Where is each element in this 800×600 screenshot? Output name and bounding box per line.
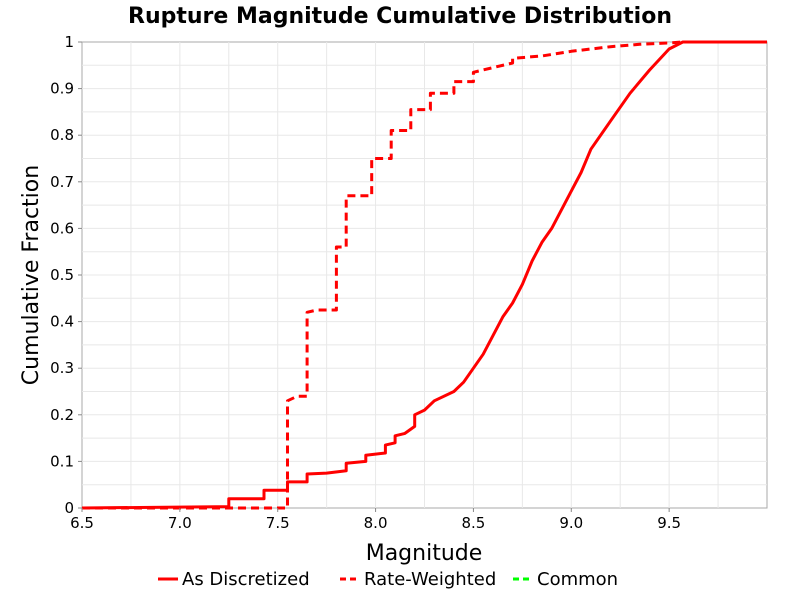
grid-lines bbox=[82, 42, 767, 508]
x-tick-label: 9.0 bbox=[559, 514, 583, 532]
y-tick-label: 0.4 bbox=[50, 313, 74, 331]
series-line-as-discretized bbox=[81, 40, 767, 510]
y-tick-label: 0.3 bbox=[50, 359, 74, 377]
series-line-rate-weighted bbox=[82, 40, 767, 510]
y-tick-label: 0 bbox=[64, 499, 74, 517]
y-tick-label: 0.5 bbox=[50, 266, 74, 284]
series-layer bbox=[81, 40, 767, 510]
y-tick-label: 0.8 bbox=[50, 126, 74, 144]
x-tick-label: 6.5 bbox=[70, 514, 94, 532]
y-tick-label: 0.9 bbox=[50, 80, 74, 98]
y-tick-label: 1 bbox=[64, 33, 74, 51]
y-tick-label: 0.7 bbox=[50, 173, 74, 191]
y-tick-label: 0.6 bbox=[50, 219, 74, 237]
y-axis-label: Cumulative Fraction bbox=[19, 165, 44, 385]
legend-label: Common bbox=[537, 569, 618, 590]
x-tick-label: 7.5 bbox=[266, 514, 290, 532]
y-axis-ticks: 0 0.1 0.2 0.3 0.4 0.5 0.6 0.7 0.8 0.9 1 bbox=[50, 33, 82, 517]
legend-label: As Discretized bbox=[182, 569, 310, 590]
y-tick-label: 0.2 bbox=[50, 406, 74, 424]
legend-label: Rate-Weighted bbox=[364, 569, 496, 590]
chart-title: Rupture Magnitude Cumulative Distributio… bbox=[128, 4, 672, 29]
x-tick-label: 7.0 bbox=[168, 514, 192, 532]
x-tick-label: 9.5 bbox=[657, 514, 681, 532]
x-axis-ticks: 6.5 7.0 7.5 8.0 8.5 9.0 9.5 bbox=[70, 508, 681, 532]
x-axis-label: Magnitude bbox=[366, 541, 483, 566]
y-tick-label: 0.1 bbox=[50, 452, 74, 470]
legend: As Discretized Rate-Weighted Common bbox=[158, 569, 618, 590]
x-tick-label: 8.0 bbox=[364, 514, 388, 532]
x-tick-label: 8.5 bbox=[461, 514, 485, 532]
